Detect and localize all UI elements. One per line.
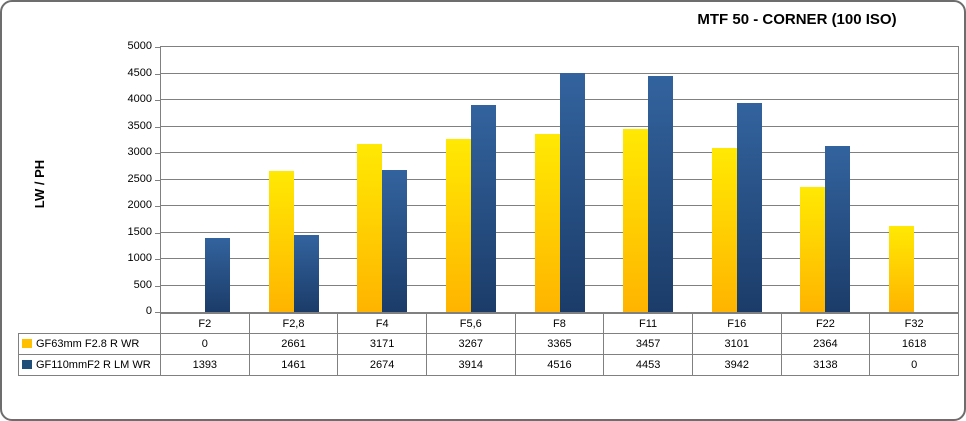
category-header-cell: F16	[691, 313, 782, 334]
y-axis-tick-labels: 5000 4500 4000 3500 3000 2500 2000 1500 1000 500 0	[2, 40, 152, 317]
y-tick-label: 3000	[127, 146, 152, 158]
value-cell: 3914	[425, 354, 516, 376]
y-tick-label: 500	[133, 278, 152, 291]
series-label-cell: GF110mmF2 R LM WR	[18, 354, 161, 376]
category-header-cell: F11	[603, 313, 693, 334]
value-cell: 3138	[780, 354, 871, 376]
plot-area	[160, 46, 959, 313]
category-header-cell: F5,6	[425, 313, 516, 334]
bar	[535, 134, 560, 312]
y-tick-mark	[155, 153, 160, 154]
y-tick-mark	[155, 312, 160, 313]
bar	[623, 129, 648, 312]
value-cell: 2661	[248, 333, 339, 355]
value-cell: 0	[869, 354, 959, 376]
value-cell: 1393	[160, 354, 250, 376]
chart-title: MTF 50 - CORNER (100 ISO)	[697, 11, 897, 28]
bar	[712, 148, 737, 312]
value-cell: 3942	[691, 354, 782, 376]
y-tick-mark	[155, 179, 160, 181]
legend-key-icon	[22, 339, 32, 348]
y-tick-label: 5000	[127, 40, 152, 52]
series-label-cell: GF63mm F2.8 R WR	[18, 333, 161, 355]
y-tick-mark	[155, 73, 160, 75]
value-cell: 1618	[869, 333, 959, 355]
value-cell: 2364	[780, 333, 871, 355]
y-tick-mark	[155, 285, 160, 287]
data-table: F2 F2,8 F4 F5,6 F8 F11 F16 F22 F32 GF63mm F2.8 R …	[18, 313, 959, 376]
value-cell: 0	[160, 333, 250, 355]
y-axis-tick-marks	[155, 46, 160, 313]
y-tick-label: 4000	[127, 93, 152, 105]
value-cell: 4516	[514, 354, 605, 376]
bar	[825, 146, 850, 312]
gridline	[161, 125, 958, 127]
y-tick-label: 3500	[127, 119, 152, 132]
series-name: GF110mmF2 R LM WR	[36, 359, 151, 371]
value-cell: 3365	[514, 333, 605, 355]
y-tick-mark	[155, 47, 160, 48]
value-cell: 2674	[337, 354, 427, 376]
gridline	[161, 72, 958, 74]
bar	[737, 103, 762, 312]
bar	[382, 170, 407, 312]
y-tick-label: 1000	[127, 252, 152, 264]
category-header-cell: F32	[869, 313, 959, 334]
value-cell: 3267	[425, 333, 516, 355]
value-cell: 1461	[248, 354, 339, 376]
category-header-cell: F4	[337, 313, 427, 334]
bar	[269, 171, 294, 312]
category-header-cell: F2,8	[248, 313, 339, 334]
value-cell: 3171	[337, 333, 427, 355]
y-tick-mark	[155, 206, 160, 207]
bar	[205, 238, 230, 312]
y-tick-label: 0	[145, 305, 152, 317]
bar	[471, 105, 496, 312]
bar	[800, 187, 825, 312]
series-name: GF63mm F2.8 R WR	[36, 338, 140, 350]
y-tick-label: 4500	[127, 66, 152, 79]
bar	[889, 226, 914, 312]
y-tick-label: 1500	[127, 225, 152, 238]
table-row: GF110mmF2 R LM WR 1393 1461 2674 3914 4516 445…	[18, 354, 959, 376]
value-cell: 4453	[603, 354, 693, 376]
table-corner-cell	[19, 314, 161, 334]
y-tick-mark	[155, 259, 160, 260]
bar	[560, 73, 585, 312]
y-tick-mark	[155, 126, 160, 128]
bar	[294, 235, 319, 312]
legend-key-icon	[22, 360, 32, 369]
y-tick-label: 2000	[127, 199, 152, 211]
y-tick-mark	[155, 232, 160, 234]
value-cell: 3101	[691, 333, 782, 355]
bar	[357, 144, 382, 312]
table-row: GF63mm F2.8 R WR 0 2661 3171 3267 3365 3457 310…	[18, 333, 959, 355]
y-tick-mark	[155, 100, 160, 101]
category-header-cell: F22	[780, 313, 871, 334]
bar	[446, 139, 471, 312]
gridline	[161, 99, 958, 100]
bar	[648, 76, 673, 312]
category-header-cell: F2	[160, 313, 250, 334]
y-tick-label: 2500	[127, 172, 152, 185]
value-cell: 3457	[603, 333, 693, 355]
category-header-cell: F8	[514, 313, 605, 334]
